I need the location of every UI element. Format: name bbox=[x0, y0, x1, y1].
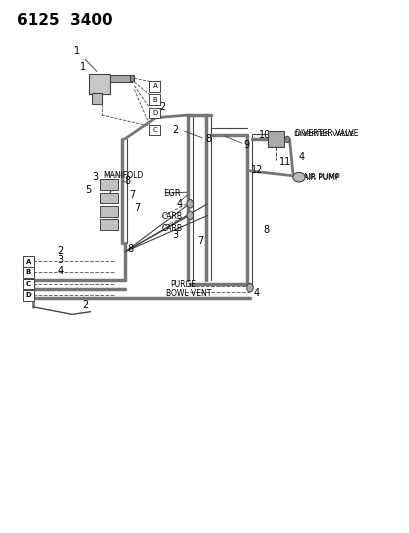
Bar bbox=[267, 132, 283, 148]
Text: 12: 12 bbox=[250, 165, 263, 175]
Text: 6125  3400: 6125 3400 bbox=[17, 13, 112, 28]
Text: 2: 2 bbox=[172, 125, 178, 135]
FancyBboxPatch shape bbox=[23, 267, 34, 278]
FancyBboxPatch shape bbox=[149, 125, 160, 135]
Text: AIR PUMP: AIR PUMP bbox=[302, 173, 339, 182]
Text: C: C bbox=[152, 127, 157, 133]
Text: DIVERTER VALVE: DIVERTER VALVE bbox=[294, 129, 357, 138]
Bar bbox=[100, 206, 118, 217]
Text: 3: 3 bbox=[57, 255, 63, 265]
Text: CARB: CARB bbox=[162, 212, 183, 221]
Text: D: D bbox=[152, 110, 157, 116]
Bar bbox=[110, 75, 132, 82]
Text: 3: 3 bbox=[92, 172, 99, 182]
Text: 1: 1 bbox=[80, 62, 86, 72]
Text: 3: 3 bbox=[172, 230, 178, 240]
Text: 4: 4 bbox=[176, 199, 182, 209]
Text: B: B bbox=[152, 96, 157, 102]
Text: DIVERTER VALVE: DIVERTER VALVE bbox=[293, 131, 354, 136]
Circle shape bbox=[246, 284, 253, 292]
Text: B: B bbox=[26, 269, 31, 276]
Bar bbox=[100, 219, 118, 230]
Text: 4: 4 bbox=[254, 288, 260, 298]
Text: 2: 2 bbox=[57, 246, 63, 255]
Text: C: C bbox=[26, 281, 31, 287]
Text: AIR PUMP: AIR PUMP bbox=[303, 174, 338, 180]
FancyBboxPatch shape bbox=[23, 290, 34, 301]
Text: BOWL VENT: BOWL VENT bbox=[166, 288, 211, 297]
FancyBboxPatch shape bbox=[149, 108, 160, 118]
Circle shape bbox=[187, 199, 193, 208]
FancyBboxPatch shape bbox=[149, 94, 160, 105]
Text: 2: 2 bbox=[82, 300, 88, 310]
Circle shape bbox=[284, 136, 289, 143]
Text: 7: 7 bbox=[129, 190, 135, 200]
Text: 9: 9 bbox=[243, 140, 249, 150]
Bar bbox=[100, 179, 118, 190]
Text: MANIFOLD: MANIFOLD bbox=[103, 171, 143, 180]
Text: A: A bbox=[25, 259, 31, 265]
Bar bbox=[100, 192, 118, 203]
Text: A: A bbox=[152, 83, 157, 90]
Text: 8: 8 bbox=[263, 225, 268, 236]
Text: 4: 4 bbox=[57, 266, 63, 276]
Text: 2: 2 bbox=[159, 102, 165, 112]
Circle shape bbox=[187, 211, 193, 220]
FancyBboxPatch shape bbox=[23, 256, 34, 267]
Text: PURGE: PURGE bbox=[169, 280, 196, 289]
Bar bbox=[130, 75, 134, 82]
Bar bbox=[88, 74, 110, 94]
Text: 10: 10 bbox=[258, 130, 270, 140]
Text: 1: 1 bbox=[74, 46, 97, 71]
Text: 4: 4 bbox=[298, 152, 304, 162]
Text: D: D bbox=[25, 292, 31, 298]
Text: 8: 8 bbox=[205, 134, 211, 144]
Text: 5: 5 bbox=[85, 185, 92, 195]
Text: CARB: CARB bbox=[162, 224, 183, 233]
FancyBboxPatch shape bbox=[149, 81, 160, 92]
Text: 7: 7 bbox=[134, 203, 140, 213]
Bar bbox=[92, 93, 102, 104]
Text: 6: 6 bbox=[108, 190, 115, 200]
Text: 8: 8 bbox=[124, 176, 130, 187]
Ellipse shape bbox=[292, 172, 304, 182]
Text: EGR: EGR bbox=[163, 189, 180, 198]
Text: 11: 11 bbox=[279, 157, 291, 167]
FancyBboxPatch shape bbox=[23, 279, 34, 289]
Text: 8: 8 bbox=[127, 245, 133, 254]
Text: 7: 7 bbox=[197, 236, 203, 246]
